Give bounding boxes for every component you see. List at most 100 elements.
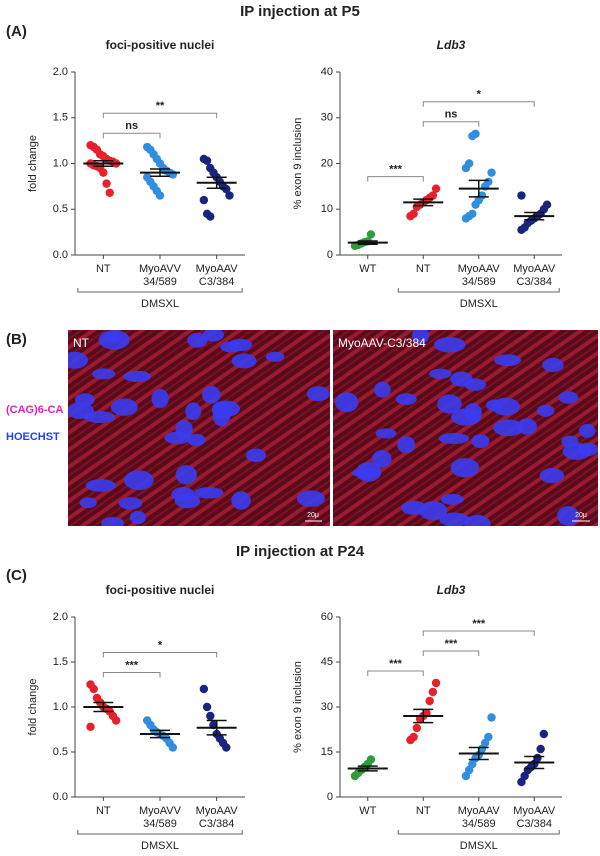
nucleus bbox=[68, 351, 89, 369]
nucleus bbox=[374, 381, 391, 398]
x-tick-label: NT bbox=[96, 805, 111, 817]
data-point bbox=[366, 230, 376, 239]
x-tick-label: MyoAVV 34/589 bbox=[139, 805, 182, 830]
x-tick-label: WT bbox=[359, 805, 376, 817]
data-point bbox=[517, 191, 526, 200]
nucleus bbox=[517, 418, 537, 435]
nucleus bbox=[92, 368, 116, 380]
nucleus bbox=[471, 434, 490, 449]
group-bracket bbox=[77, 830, 243, 835]
nucleus bbox=[493, 419, 524, 437]
nucleus bbox=[464, 514, 491, 526]
data-point bbox=[425, 696, 434, 706]
x-tick-label: MyoAAV 34/589 bbox=[458, 805, 501, 830]
y-tick-label: 30 bbox=[321, 701, 333, 713]
significance-bracket bbox=[422, 101, 535, 107]
nucleus bbox=[397, 436, 416, 454]
data-point bbox=[468, 209, 477, 219]
data-point bbox=[202, 702, 212, 712]
group-bracket bbox=[77, 288, 243, 293]
nucleus bbox=[296, 490, 325, 507]
significance-label: ns bbox=[445, 109, 458, 121]
significance-bracket bbox=[102, 672, 161, 678]
significance-label: *** bbox=[472, 618, 486, 630]
x-tick-label: WT bbox=[359, 263, 376, 275]
nucleus bbox=[334, 392, 359, 413]
group-label: DMSXL bbox=[141, 840, 179, 852]
data-point bbox=[111, 716, 121, 725]
data-point bbox=[464, 159, 474, 168]
nucleus bbox=[375, 428, 397, 439]
x-tick-label: MyoAAV C3/384 bbox=[513, 263, 556, 288]
nucleus bbox=[437, 394, 462, 414]
significance-label: ** bbox=[156, 100, 165, 112]
nucleus bbox=[537, 404, 555, 417]
nucleus bbox=[265, 351, 285, 362]
image-label: MyoAAV-C3/384 bbox=[338, 336, 426, 350]
nucleus bbox=[193, 487, 224, 499]
significance-bracket bbox=[102, 132, 161, 139]
data-point bbox=[155, 191, 165, 200]
y-tick-label: 2.0 bbox=[53, 66, 68, 78]
significance-label: *** bbox=[389, 164, 403, 176]
x-tick-label: MyoAAV C3/384 bbox=[196, 805, 239, 830]
significance-label: *** bbox=[125, 659, 139, 671]
data-point bbox=[222, 743, 231, 752]
nucleus bbox=[123, 470, 154, 491]
data-point bbox=[89, 684, 98, 694]
chart-title: Ldb3 bbox=[437, 583, 466, 597]
nucleus bbox=[429, 368, 452, 379]
nucleus bbox=[123, 370, 152, 383]
significance-bracket bbox=[367, 670, 424, 676]
nucleus bbox=[558, 391, 579, 404]
scale-label: 20μ bbox=[307, 512, 319, 519]
y-tick-label: 1.5 bbox=[53, 112, 68, 124]
nucleus bbox=[68, 402, 94, 420]
y-tick-label: 0.0 bbox=[53, 249, 68, 261]
nucleus bbox=[187, 433, 206, 447]
nucleus bbox=[103, 332, 121, 343]
nucleus bbox=[485, 399, 504, 412]
significance-bracket bbox=[422, 121, 480, 127]
y-axis-label: fold change bbox=[27, 679, 39, 736]
significance-label: *** bbox=[389, 658, 403, 670]
y-tick-label: 60 bbox=[321, 611, 333, 623]
nucleus bbox=[187, 332, 208, 348]
data-point bbox=[206, 212, 215, 221]
panel-label: (B) bbox=[6, 331, 27, 348]
scale-label: 20μ bbox=[575, 512, 587, 519]
data-point bbox=[412, 723, 422, 733]
significance-label: ns bbox=[125, 120, 138, 132]
nucleus bbox=[118, 497, 143, 510]
data-point bbox=[225, 191, 234, 200]
y-tick-label: 1.0 bbox=[53, 157, 68, 169]
nucleus bbox=[202, 385, 221, 404]
group-label: DMSXL bbox=[141, 298, 179, 310]
group-label: DMSXL bbox=[460, 298, 498, 310]
nucleus bbox=[110, 398, 138, 416]
nucleus bbox=[202, 330, 224, 342]
data-point bbox=[487, 168, 496, 177]
nucleus bbox=[355, 462, 382, 482]
nuclei bbox=[68, 330, 330, 526]
significance-bracket bbox=[422, 630, 535, 636]
nucleus bbox=[464, 378, 487, 391]
y-tick-label: 1.0 bbox=[53, 701, 68, 713]
nucleus bbox=[151, 388, 169, 409]
nucleus bbox=[164, 431, 192, 445]
nucleus bbox=[440, 493, 464, 505]
significance-bracket bbox=[367, 176, 424, 182]
significance-bracket bbox=[102, 652, 218, 658]
nucleus bbox=[539, 468, 565, 484]
nucleus bbox=[174, 493, 201, 509]
data-point bbox=[542, 200, 552, 209]
x-tick-label: MyoAAV C3/384 bbox=[513, 805, 556, 830]
x-tick-label: MyoAVV 34/589 bbox=[139, 263, 182, 288]
nucleus bbox=[185, 402, 202, 421]
data-point bbox=[206, 711, 215, 721]
nucleus bbox=[245, 448, 266, 463]
data-point bbox=[409, 209, 418, 219]
nucleus bbox=[578, 423, 596, 438]
y-tick-label: 1.5 bbox=[53, 656, 68, 668]
